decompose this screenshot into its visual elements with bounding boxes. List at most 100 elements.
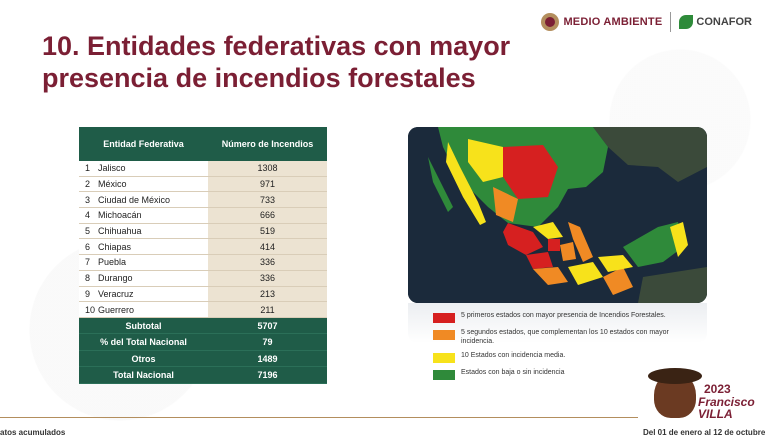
summary-value: 1489 (208, 350, 327, 368)
state-chiapas (603, 267, 633, 295)
state-cdmx (551, 243, 556, 247)
row-fire-count: 733 (208, 191, 327, 209)
state-michoacan (526, 252, 553, 269)
table-row: 1 Jalisco 1308 (79, 161, 327, 177)
summary-value: 5707 (208, 317, 327, 335)
row-state-name: México (95, 176, 209, 193)
legend-swatch (433, 370, 455, 380)
summary-row: Otros 1489 (79, 350, 327, 368)
row-fire-count: 666 (208, 207, 327, 224)
map-legend: 5 primeros estados con mayor presencia d… (433, 312, 703, 386)
footer-left-text: atos acumulados (0, 428, 66, 437)
table-row: 8 Durango 336 (79, 270, 327, 287)
column-header-state: Entidad Federativa (79, 127, 209, 161)
medio-ambiente-logo-text: MEDIO AMBIENTE (563, 16, 663, 28)
seal-icon (541, 13, 560, 31)
legend-item: 10 Estados con incidencia media. (433, 352, 703, 363)
state-chihuahua (503, 145, 558, 199)
row-state-name: Veracruz (95, 286, 209, 303)
table-row: 5 Chihuahua 519 (79, 223, 327, 240)
row-state-name: Ciudad de México (95, 191, 209, 209)
row-rank: 7 (79, 254, 96, 271)
summary-row: Total Nacional 7196 (79, 366, 327, 384)
legend-text: Estados con baja o sin incidencia (461, 369, 565, 376)
summary-row: % del Total Nacional 79 (79, 333, 327, 351)
state-baja-sur (428, 157, 453, 212)
state-jalisco (503, 223, 543, 255)
row-fire-count: 414 (208, 238, 327, 256)
table-header-row: Entidad Federativa Número de Incendios (79, 127, 327, 161)
footer-date-range: Del 01 de enero al 12 de octubre (643, 428, 766, 437)
leaf-icon (679, 15, 694, 29)
usa-land (593, 127, 707, 182)
fires-by-state-table: Entidad Federativa Número de Incendios 1… (79, 127, 327, 384)
map-reflection (408, 303, 707, 343)
row-state-name: Guerrero (95, 301, 209, 318)
row-state-name: Jalisco (95, 161, 209, 177)
legend-item: 5 segundos estados, que complementan los… (433, 329, 703, 346)
column-header-fires: Número de Incendios (208, 127, 327, 161)
row-rank: 9 (79, 286, 96, 303)
row-rank: 4 (79, 207, 96, 224)
state-oaxaca (568, 262, 603, 285)
mexico-fire-map (408, 127, 707, 303)
table-row: 10 Guerrero 211 (79, 301, 327, 318)
legend-text: 10 Estados con incidencia media. (461, 352, 566, 359)
state-yucatan-peninsula (623, 222, 683, 267)
summary-label: Subtotal (79, 317, 209, 335)
row-state-name: Michoacán (95, 207, 209, 224)
legend-swatch (433, 353, 455, 363)
table-row: 9 Veracruz 213 (79, 286, 327, 303)
summary-label: % del Total Nacional (79, 333, 209, 351)
table-row: 3 Ciudad de México 733 (79, 191, 327, 209)
summary-row: Subtotal 5707 (79, 317, 327, 335)
badge-name: Francisco VILLA (698, 396, 755, 420)
table-row: 6 Chiapas 414 (79, 238, 327, 256)
francisco-villa-2023-badge: 2023 Francisco VILLA (648, 368, 760, 428)
summary-label: Otros (79, 350, 209, 368)
state-durango (493, 187, 518, 222)
state-veracruz (568, 222, 593, 262)
row-rank: 8 (79, 270, 96, 287)
conafor-logo: CONAFOR (679, 15, 752, 29)
summary-value: 7196 (208, 366, 327, 384)
logo-divider (670, 12, 672, 32)
row-fire-count: 213 (208, 286, 327, 303)
row-state-name: Puebla (95, 254, 209, 271)
map-svg (408, 127, 707, 303)
legend-swatch (433, 330, 455, 340)
footer-divider (0, 417, 638, 418)
state-puebla (560, 242, 576, 261)
state-guerrero (533, 267, 568, 285)
row-rank: 10 (79, 301, 96, 318)
badge-name-line2: VILLA (698, 407, 733, 421)
legend-item: Estados con baja o sin incidencia (433, 369, 703, 380)
row-fire-count: 336 (208, 254, 327, 271)
state-tabasco (598, 255, 633, 272)
row-state-name: Chihuahua (95, 223, 209, 240)
legend-text: 5 primeros estados con mayor presencia d… (461, 312, 666, 319)
table-row: 4 Michoacán 666 (79, 207, 327, 224)
row-fire-count: 211 (208, 301, 327, 318)
row-fire-count: 971 (208, 176, 327, 193)
badge-year: 2023 (704, 382, 731, 396)
row-rank: 2 (79, 176, 96, 193)
sombrero-icon (648, 368, 702, 384)
row-fire-count: 1308 (208, 161, 327, 177)
summary-value: 79 (208, 333, 327, 351)
row-rank: 6 (79, 238, 96, 256)
state-sonora (468, 139, 503, 182)
state-center-medium (533, 222, 563, 239)
legend-item: 5 primeros estados con mayor presencia d… (433, 312, 703, 323)
legend-text: 5 segundos estados, que complementan los… (461, 329, 669, 345)
table-row: 7 Puebla 336 (79, 254, 327, 271)
row-rank: 3 (79, 191, 96, 209)
state-quintana-roo (670, 222, 688, 257)
header-logos: MEDIO AMBIENTE CONAFOR (541, 12, 752, 32)
row-rank: 1 (79, 161, 96, 177)
badge-name-line1: Francisco (698, 395, 755, 409)
conafor-logo-text: CONAFOR (696, 16, 752, 28)
row-fire-count: 519 (208, 223, 327, 240)
table-row: 2 México 971 (79, 176, 327, 193)
guatemala-land (638, 267, 707, 303)
